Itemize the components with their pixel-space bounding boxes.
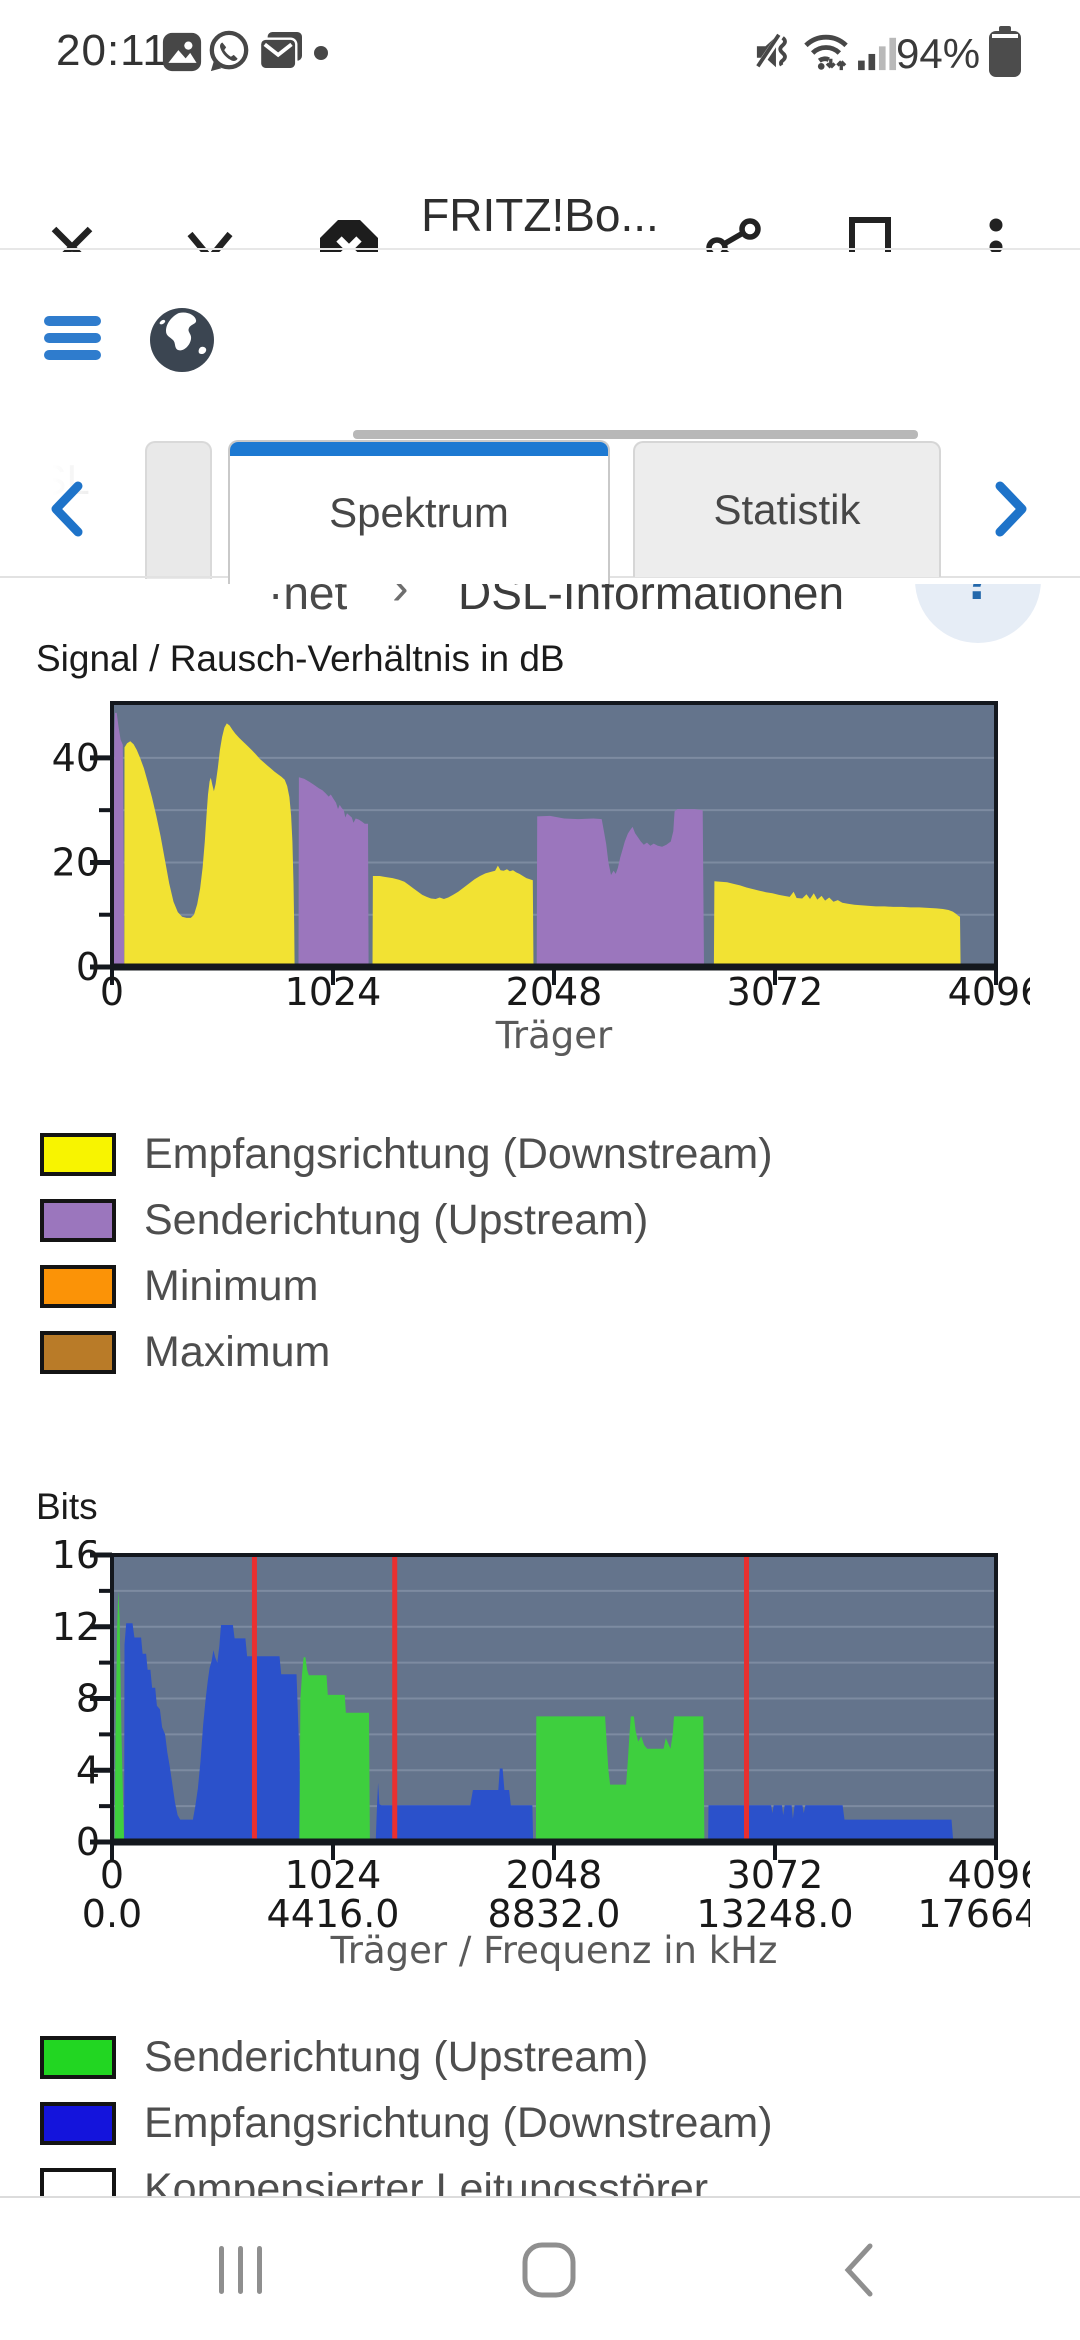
tabs-scroll-right-button[interactable]	[986, 480, 1034, 538]
x-tick-label: 4096	[948, 970, 1030, 1014]
y-tick-label: 20	[52, 840, 100, 884]
legend-item: Empfangsrichtung (Downstream)	[40, 1121, 773, 1187]
mail-notification-icon	[258, 31, 302, 71]
cell-signal-icon	[858, 37, 897, 71]
back-button[interactable]	[838, 2242, 878, 2298]
bits-chart-legend: Senderichtung (Upstream) Empfangsrichtung…	[40, 2024, 773, 2196]
x-axis-title: Träger / Frequenz in kHz	[330, 1929, 778, 1972]
x-tick-secondary-label: 4416.0	[267, 1892, 400, 1936]
y-tick-label: 4	[76, 1748, 100, 1792]
x-tick-secondary-label: 17664.0	[917, 1892, 1030, 1936]
status-bar: 20:11	[0, 0, 1080, 80]
home-button[interactable]	[521, 2242, 577, 2298]
fritzbox-header: ·net › DSL-Informationen ?	[0, 252, 1080, 643]
legend-color-swatch	[40, 2101, 116, 2145]
legend-color-swatch	[40, 2035, 116, 2079]
webpage-content: ·net › DSL-Informationen ? DSL Spektrum …	[0, 252, 1080, 2196]
legend-label: Empfangsrichtung (Downstream)	[144, 2098, 773, 2147]
snr-chart-legend: Empfangsrichtung (Downstream) Senderichtu…	[40, 1121, 773, 1385]
y-tick-label: 0	[76, 1820, 100, 1864]
y-tick-label: 40	[52, 736, 100, 780]
legend-item: Senderichtung (Upstream)	[40, 1187, 773, 1253]
tab-spektrum[interactable]: Spektrum	[228, 440, 610, 584]
legend-label: Kompensierter Leitungsstörer	[144, 2164, 709, 2197]
system-nav-bar	[0, 2196, 1080, 2340]
gallery-notification-icon	[162, 32, 202, 72]
tabs-scroll-left-button[interactable]	[44, 480, 92, 538]
y-tick-label: 16	[52, 1540, 100, 1577]
tab-scroll-indicator	[353, 430, 918, 439]
whatsapp-notification-icon	[209, 30, 249, 72]
page-title[interactable]: FRITZ!Bo...	[421, 189, 659, 241]
x-tick-label: 0	[100, 1853, 124, 1897]
legend-item: Senderichtung (Upstream)	[40, 2024, 773, 2090]
more-notifications-dot	[314, 46, 328, 60]
legend-item: Empfangsrichtung (Downstream)	[40, 2090, 773, 2156]
wifi-icon	[804, 34, 848, 71]
x-tick-label: 1024	[285, 970, 382, 1014]
tab-strip-fade	[0, 440, 150, 584]
series-band	[713, 881, 961, 967]
x-tick-label: 3072	[727, 970, 824, 1014]
x-tick-secondary-label: 8832.0	[488, 1892, 621, 1936]
internet-globe-icon	[150, 308, 214, 372]
series-band	[299, 1657, 370, 1842]
x-tick-secondary-label: 0.0	[82, 1892, 142, 1936]
series-band	[114, 1590, 125, 1842]
hamburger-menu-button[interactable]	[44, 316, 102, 362]
legend-color-swatch	[40, 1198, 116, 1242]
series-band	[372, 865, 534, 967]
legend-label: Minimum	[144, 1261, 319, 1310]
legend-label: Senderichtung (Upstream)	[144, 2032, 649, 2081]
legend-color-swatch	[40, 1264, 116, 1308]
x-axis-title: Träger	[495, 1014, 613, 1057]
y-tick-label: 8	[76, 1677, 100, 1721]
mute-vibrate-icon	[755, 33, 787, 71]
legend-item: Minimum	[40, 1253, 773, 1319]
series-band	[298, 777, 369, 967]
series-band	[375, 1768, 534, 1842]
x-tick-label: 3072	[727, 1853, 824, 1897]
battery-icon	[989, 26, 1021, 77]
tab-label: Statistik	[713, 486, 861, 533]
bits-chart-title: Bits	[36, 1486, 98, 1527]
legend-item: Maximum	[40, 1319, 773, 1385]
x-tick-label: 4096	[948, 1853, 1030, 1897]
series-band	[124, 723, 295, 967]
bits-spectrum-chart: 0 4 8 12 16 0 1024 2048 3072 4096 0.0 4416.0 8832.0 1…	[52, 1540, 1030, 1972]
y-tick-label: 0	[76, 945, 100, 989]
x-tick-label: 0	[100, 970, 124, 1014]
series-band	[536, 809, 704, 967]
snr-chart-title: Signal / Rausch-Verhältnis in dB	[36, 638, 565, 679]
legend-item: Kompensierter Leitungsstörer	[40, 2156, 773, 2196]
legend-label: Maximum	[144, 1327, 331, 1376]
legend-label: Senderichtung (Upstream)	[144, 1195, 649, 1244]
legend-label: Empfangsrichtung (Downstream)	[144, 1129, 773, 1178]
tab-statistik[interactable]: Statistik	[633, 441, 941, 577]
y-tick-label: 12	[52, 1605, 100, 1649]
series-band	[708, 1805, 954, 1842]
tab-label: Spektrum	[329, 489, 509, 536]
legend-color-swatch	[40, 1330, 116, 1374]
x-tick-label: 2048	[506, 970, 603, 1014]
tab-strip: DSL Spektrum Statistik	[0, 420, 1080, 584]
legend-color-swatch	[40, 2167, 116, 2196]
toolbar-divider	[0, 248, 1080, 250]
snr-spectrum-chart: 0 20 40 0 1024 2048 3072 4096 Träger	[52, 701, 1030, 1057]
x-tick-secondary-label: 13248.0	[696, 1892, 853, 1936]
clock-text: 20:11	[56, 26, 168, 75]
tab-fragment[interactable]	[145, 441, 212, 579]
recents-button[interactable]	[217, 2244, 265, 2296]
legend-color-swatch	[40, 1132, 116, 1176]
series-band	[124, 1623, 302, 1842]
series-band	[535, 1716, 705, 1842]
x-tick-label: 2048	[506, 1853, 603, 1897]
series-band	[113, 712, 125, 967]
battery-percent-text: 94%	[896, 30, 981, 77]
x-tick-label: 1024	[285, 1853, 382, 1897]
active-tab-accent	[230, 442, 608, 456]
